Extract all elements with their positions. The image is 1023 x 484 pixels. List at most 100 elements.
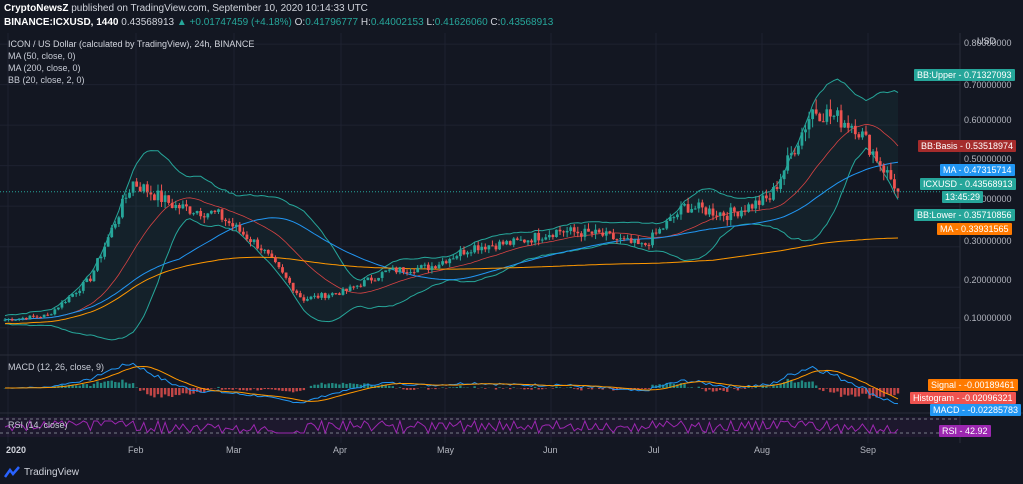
- candle-body: [587, 228, 590, 232]
- candle-body: [88, 278, 92, 282]
- macd-histogram-bar: [366, 383, 370, 388]
- candle-body: [32, 315, 35, 317]
- ma200-legend[interactable]: MA (200, close, 0): [8, 63, 81, 73]
- macd-histogram-bar: [384, 385, 387, 388]
- macd-histogram-bar: [284, 388, 288, 392]
- candle-body: [839, 110, 843, 128]
- candle-body: [67, 296, 71, 303]
- candle-body: [199, 211, 203, 217]
- macd-histogram-bar: [153, 388, 156, 398]
- candle-body: [533, 232, 537, 243]
- candle-body: [113, 223, 117, 228]
- macd-histogram-bar: [708, 388, 711, 390]
- bb-upper-line: [4, 78, 899, 317]
- macd-histogram-bar: [512, 387, 515, 388]
- macd-histogram-bar: [754, 386, 757, 388]
- candle-body: [426, 264, 430, 271]
- candle-body: [60, 302, 64, 308]
- candle-body: [231, 223, 235, 227]
- candle-body: [149, 192, 153, 195]
- publish-header: CryptoNewsZ published on TradingView.com…: [0, 0, 1023, 33]
- candle-body: [209, 210, 213, 214]
- macd-histogram-bar: [800, 380, 804, 388]
- candle-body: [665, 221, 669, 229]
- rsi-legend[interactable]: RSI (14, close): [8, 420, 68, 430]
- macd-histogram-bar: [825, 388, 829, 389]
- macd-histogram-bar: [288, 388, 291, 392]
- macd-histogram-bar: [829, 388, 832, 393]
- tradingview-brand[interactable]: TradingView: [4, 466, 79, 478]
- macd-histogram-bar: [644, 388, 647, 390]
- macd-histogram-bar: [608, 388, 612, 389]
- rsi-line: [4, 419, 899, 435]
- macd-histogram-bar: [484, 388, 487, 389]
- macd-histogram-bar: [448, 387, 451, 388]
- candle-body: [10, 319, 14, 321]
- macd-histogram-bar: [633, 388, 636, 389]
- candle-body: [128, 192, 131, 198]
- macd-histogram-bar: [71, 384, 74, 388]
- ma50-legend[interactable]: MA (50, close, 0): [8, 51, 76, 61]
- candle-body: [800, 132, 804, 146]
- macd-histogram-bar: [388, 385, 391, 388]
- macd-histogram-bar: [412, 388, 416, 390]
- candle-body: [829, 109, 832, 117]
- candle-body: [604, 231, 608, 236]
- candle-body: [633, 239, 637, 243]
- candle-body: [74, 293, 78, 295]
- candle-body: [740, 210, 743, 217]
- macd-histogram-bar: [501, 388, 505, 389]
- candle-body: [732, 207, 736, 212]
- macd-histogram-bar: [679, 383, 683, 388]
- candle-body: [259, 248, 263, 251]
- macd-histogram-bar: [334, 383, 338, 388]
- macd-histogram-bar: [206, 388, 209, 391]
- candle-body: [864, 131, 868, 135]
- macd-histogram-bar: [82, 383, 85, 388]
- macd-histogram-bar: [124, 382, 128, 388]
- macd-legend[interactable]: MACD (12, 26, close, 9): [8, 362, 105, 372]
- candle-body: [220, 209, 224, 220]
- macd-histogram-bar: [402, 388, 405, 390]
- x-label-jun: Jun: [543, 445, 558, 455]
- price-chart[interactable]: [0, 33, 1023, 453]
- macd-histogram-bar: [210, 388, 213, 389]
- candle-body: [811, 109, 815, 120]
- candle-body: [224, 219, 227, 222]
- chart-title[interactable]: ICON / US Dollar (calculated by TradingV…: [8, 39, 255, 49]
- candle-body: [277, 262, 281, 268]
- macd-histogram-bar: [217, 386, 220, 388]
- candle-body: [288, 277, 292, 283]
- candle-body: [398, 267, 402, 273]
- candle-body: [241, 231, 245, 235]
- candle-body: [551, 235, 555, 238]
- candle-body: [249, 239, 252, 243]
- bb-legend[interactable]: BB (20, close, 2, 0): [8, 75, 85, 85]
- symbol-label[interactable]: BINANCE:ICXUSD, 1440: [4, 17, 119, 28]
- candle-body: [142, 184, 146, 192]
- macd-histogram-bar: [640, 388, 644, 389]
- macd-histogram-bar: [356, 384, 359, 388]
- candle-body: [451, 258, 455, 260]
- candle-body: [483, 246, 487, 250]
- candle-body: [352, 286, 356, 288]
- candle-body: [192, 213, 195, 215]
- macd-histogram-bar: [320, 382, 323, 388]
- candle-body: [875, 151, 879, 162]
- publisher-name[interactable]: CryptoNewsZ: [4, 3, 69, 14]
- candle-body: [295, 290, 299, 294]
- candle-body: [643, 243, 647, 245]
- candle-body: [615, 239, 619, 241]
- candle-body: [530, 240, 533, 243]
- currency-label[interactable]: USD: [977, 36, 997, 46]
- macd-histogram-bar: [267, 388, 270, 390]
- macd-histogram-bar: [85, 384, 89, 388]
- candle-body: [462, 249, 466, 255]
- candle-body: [202, 216, 206, 218]
- candle-body: [170, 202, 174, 208]
- candle-body: [861, 131, 864, 138]
- macd-histogram-bar: [291, 388, 295, 393]
- candle-body: [81, 282, 85, 291]
- macd-histogram-bar: [647, 388, 651, 389]
- macd-histogram-bar: [188, 388, 192, 395]
